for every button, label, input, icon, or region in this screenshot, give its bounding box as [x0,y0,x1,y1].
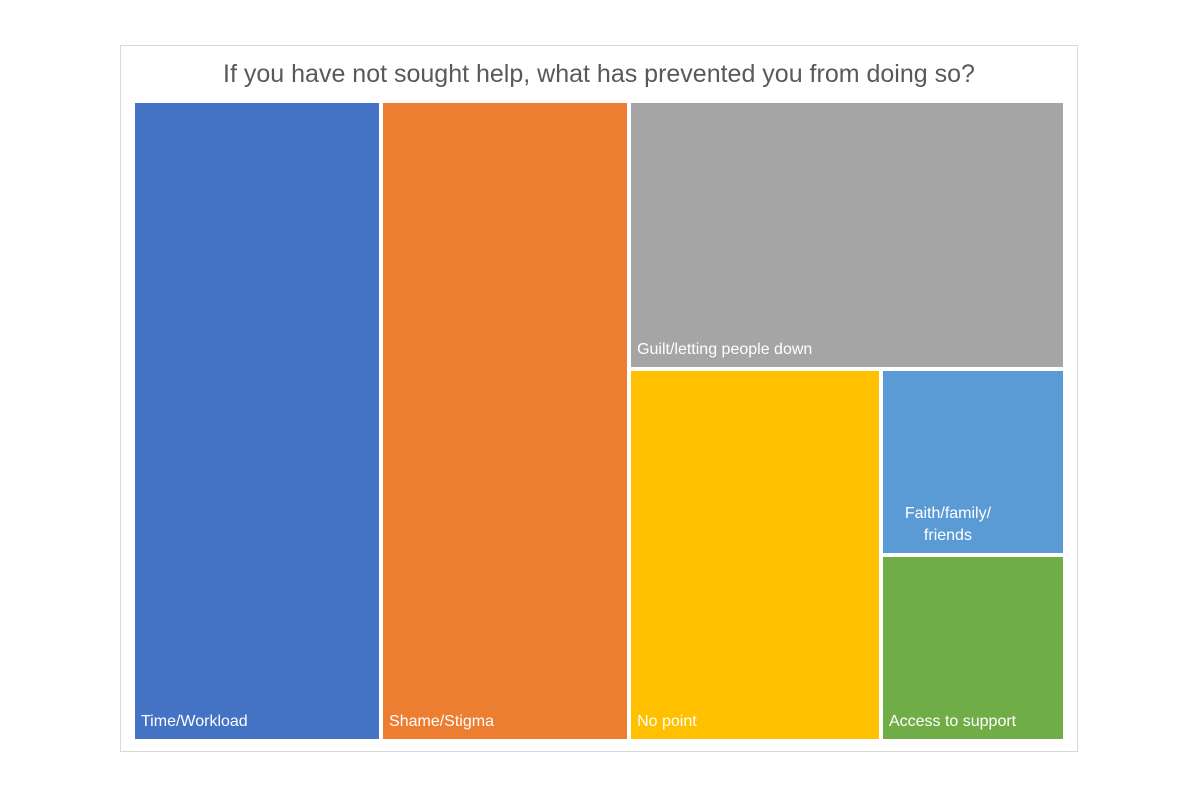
tile-access-to-support[interactable]: Access to support [880,554,1065,741]
tile-guilt-letting-people-down[interactable]: Guilt/letting people down [629,101,1065,369]
tile-faith-family-friends[interactable]: Faith/family/ friends [880,368,1065,555]
tile-label-access-to-support: Access to support [888,712,1017,730]
chart-title: If you have not sought help, what has pr… [223,60,975,88]
tile-label-no-point: No point [637,712,697,730]
tile-label-shame-stigma: Shame/Stigma [389,713,494,730]
treemap-plot-area: Time/Workload Shame/Stigma Guilt/letting… [133,101,1065,741]
tile-label-guilt: Guilt/letting people down [637,340,813,358]
tile-shame-stigma[interactable]: Shame/Stigma [381,101,630,741]
tile-label-time-workload: Time/Workload [141,713,248,730]
tile-time-workload[interactable]: Time/Workload [133,101,382,741]
tile-label-faith-family-friends: Faith/family/ friends [904,504,992,544]
tile-no-point[interactable]: No point [629,368,881,741]
